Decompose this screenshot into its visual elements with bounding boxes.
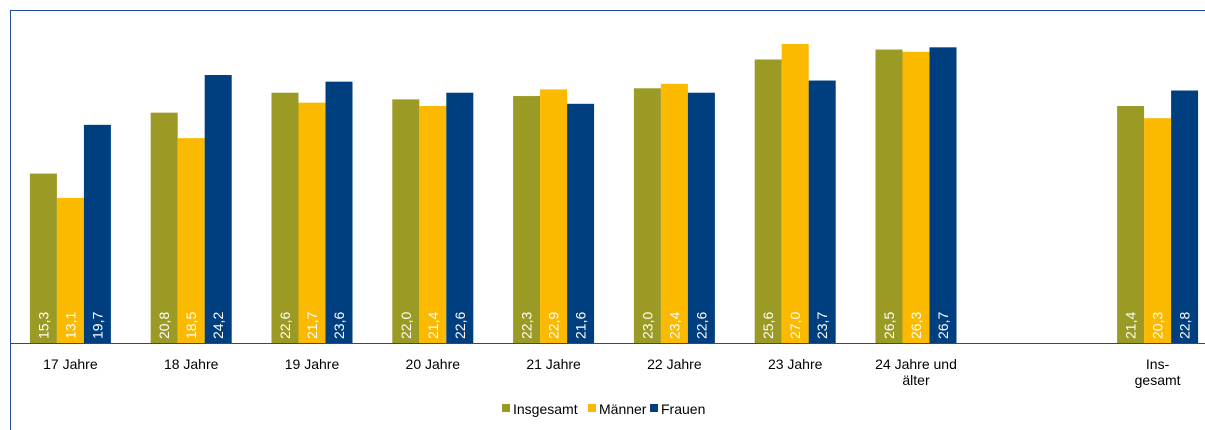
value-label: 24,2: [210, 312, 226, 339]
bar: [781, 44, 809, 343]
value-label: 21,7: [304, 312, 320, 339]
value-label: 20,8: [156, 312, 172, 339]
bar: [902, 51, 930, 343]
x-tick-label: 18 Jahre: [163, 356, 219, 372]
x-tick-label: 20 Jahre: [405, 356, 461, 372]
bar: [1171, 90, 1199, 343]
value-label: 23,0: [639, 312, 655, 339]
x-tick-label: 17 Jahre: [43, 356, 98, 372]
value-label: 26,5: [881, 312, 897, 339]
value-label: 15,3: [35, 312, 51, 339]
value-label: 22,0: [398, 312, 414, 339]
bar: [419, 106, 447, 343]
bar: [633, 88, 661, 343]
bar: [875, 49, 903, 343]
value-label: 22,3: [519, 312, 535, 339]
x-tick-label: Ins- gesamt: [1134, 356, 1181, 388]
value-label: 22,6: [277, 312, 293, 339]
value-label: 26,7: [935, 312, 951, 339]
bar: [325, 81, 353, 343]
bar: [808, 80, 836, 344]
legend-label: Männer: [599, 401, 647, 417]
bar: [392, 99, 420, 344]
value-label: 19,7: [89, 312, 105, 339]
legend-swatch: [502, 404, 510, 412]
value-label: 22,6: [452, 312, 468, 339]
bar: [567, 103, 595, 343]
value-label: 21,6: [573, 312, 589, 339]
value-label: 18,5: [183, 312, 199, 339]
bar: [513, 96, 541, 343]
value-label: 23,7: [814, 312, 830, 339]
x-tick-label: 19 Jahre: [284, 356, 340, 372]
bar: [446, 92, 474, 344]
bar: [56, 197, 84, 343]
value-label: 23,4: [666, 312, 682, 339]
bar: [271, 92, 299, 344]
value-label: 22,6: [693, 312, 709, 339]
value-label: 21,4: [425, 312, 441, 339]
bar: [1117, 106, 1145, 343]
x-tick-label: 22 Jahre: [647, 356, 702, 372]
value-label: 25,6: [760, 312, 776, 339]
value-label: 23,6: [331, 312, 347, 339]
bar: [540, 89, 568, 343]
bar: [29, 173, 57, 343]
bar: [298, 102, 326, 343]
value-label: 26,3: [908, 312, 924, 339]
bar: [83, 124, 111, 343]
bar: [177, 138, 205, 343]
x-tick-label: 21 Jahre: [526, 356, 581, 372]
value-label: 27,0: [787, 312, 803, 339]
bar: [754, 59, 782, 344]
bar: [687, 92, 715, 344]
legend-label: Frauen: [661, 401, 705, 417]
value-label: 21,4: [1123, 312, 1139, 339]
bar: [204, 75, 232, 343]
legend-swatch: [588, 404, 596, 412]
value-label: 20,3: [1150, 312, 1166, 339]
bar: [660, 83, 688, 343]
bar: [1144, 118, 1172, 344]
legend-swatch: [650, 404, 658, 412]
value-label: 13,1: [62, 312, 78, 339]
value-label: 22,9: [546, 312, 562, 339]
x-tick-label: 24 Jahre und älter: [875, 356, 957, 388]
x-tick-label: 23 Jahre: [767, 356, 823, 372]
value-label: 22,8: [1177, 312, 1193, 339]
legend-label: Insgesamt: [513, 401, 578, 417]
bar: [929, 47, 957, 343]
bar: [150, 112, 178, 343]
